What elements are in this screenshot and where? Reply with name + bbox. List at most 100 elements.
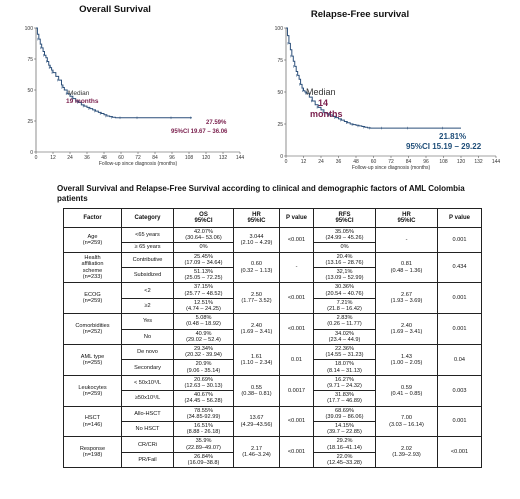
x-tick-label: 120 bbox=[457, 159, 466, 165]
rfs-cell: 20.4% (13.16 – 28.76) bbox=[313, 251, 376, 269]
os-p-cell: - bbox=[279, 251, 314, 284]
factor-cell: Comorbidities (n=252) bbox=[63, 313, 122, 346]
x-tick-label: 144 bbox=[236, 155, 245, 161]
table-row: Comorbidities (n=252) Yes 5.08% (0.48 – 18.9… bbox=[63, 313, 482, 346]
category-cell: No HSCT bbox=[121, 421, 174, 438]
rfs-cell: 2.83% (0.26 – 11.77) bbox=[313, 313, 376, 330]
x-tick-label: 24 bbox=[318, 159, 324, 165]
x-tick-label: 108 bbox=[185, 155, 194, 161]
os-cell: 37.15% (25.77 – 48.52) bbox=[173, 282, 234, 299]
header-cell: HR 95%IC bbox=[375, 208, 438, 228]
category-cell: Allo-HSCT bbox=[121, 405, 174, 423]
os-cell: 26.84% (16.09–38.8) bbox=[173, 451, 234, 469]
os-cell: 42.07% (30.64– 53.06) bbox=[173, 226, 234, 244]
category-cell: ≥ 65 years bbox=[121, 242, 174, 253]
table-row: No HSCT 16.51% (8.88 - 26.18) 14.15% (39.7 –… bbox=[64, 421, 482, 438]
os-p-cell: <0.001 bbox=[279, 282, 314, 315]
median-unit: months bbox=[310, 109, 343, 119]
x-tick-label: 0 bbox=[285, 159, 288, 165]
category-cell: Contributive bbox=[121, 251, 174, 269]
os-hr-cell: 0.55 (0.38– 0.81) bbox=[233, 374, 280, 407]
os-p-cell: 0.01 bbox=[279, 344, 314, 376]
rfs-hr-cell: 2.67 (1.93 – 3.69) bbox=[375, 282, 438, 315]
rfs-p-cell: 0.04 bbox=[437, 344, 482, 376]
os-hr-cell: 0.60 (0.32 – 1.13) bbox=[233, 251, 280, 284]
os-cell: 25.45% (17.09 – 34.64) bbox=[173, 251, 234, 269]
os-cell: 12.51% (4.74 – 24.25) bbox=[173, 297, 234, 315]
table-row: No 40.9% (29.02 – 52.4) 34.02% (23.4 – 44.9) bbox=[64, 328, 482, 346]
median-label: Median bbox=[68, 90, 90, 97]
x-tick-label: 132 bbox=[219, 155, 228, 161]
os-p-cell: <0.001 bbox=[279, 227, 314, 253]
x-tick-label: 24 bbox=[67, 155, 73, 161]
table-row: PR/Fail 26.84% (16.09–38.8) 22.0% (12.45–33.… bbox=[64, 451, 482, 469]
table-row: AML type (n=255) De novo 29.34% (20.32 - 39.… bbox=[63, 344, 482, 376]
rfs-chart-title: Relapse-Free survival bbox=[310, 9, 410, 20]
x-tick-label: 60 bbox=[371, 159, 377, 165]
category-cell: ≥50x10⁹/L bbox=[121, 390, 174, 407]
rfs-rate: 21.81% bbox=[439, 132, 466, 141]
rfs-cell: 30.36% (20.54 – 40.76) bbox=[313, 282, 376, 299]
table-row: ≥50x10⁹/L 40.67% (24.45 – 56.28) 31.83% (17.… bbox=[64, 390, 482, 407]
rfs-chart: 0 25 50 75 100 0 12 24 36 48 60 72 84 96 108 120 132 144 F… bbox=[275, 26, 501, 171]
os-hr-cell: 3.044 (2.10 – 4.29) bbox=[233, 227, 280, 253]
os-p-cell: 0.0017 bbox=[279, 374, 314, 407]
os-cell: 20.69% (12.63 – 30.13) bbox=[173, 374, 234, 392]
category-cell: No bbox=[121, 328, 174, 346]
x-axis-label: Follow-up since diagnosis (months) bbox=[99, 161, 178, 167]
x-tick-label: 120 bbox=[202, 155, 211, 161]
rfs-cell: 22.36% (14.55 – 31.23) bbox=[313, 344, 376, 361]
y-tick-label: 25 bbox=[27, 119, 33, 125]
header-cell: HR 95%IC bbox=[233, 208, 280, 228]
header-cell: P value bbox=[437, 208, 482, 228]
y-tick-label: 50 bbox=[277, 90, 283, 96]
rfs-hr-cell: 0.81 (0.48 – 1.36) bbox=[375, 251, 438, 284]
rfs-p-cell: <0.001 bbox=[437, 436, 482, 469]
rfs-p-cell: 0.003 bbox=[437, 374, 482, 407]
x-tick-label: 60 bbox=[118, 155, 124, 161]
x-tick-label: 0 bbox=[35, 155, 38, 161]
rfs-cell: 68.69% (39.09 – 86.06) bbox=[313, 405, 376, 423]
rfs-cell: 0% bbox=[313, 242, 376, 253]
factor-cell: HSCT (n=146) bbox=[63, 405, 122, 438]
x-tick-label: 12 bbox=[50, 155, 56, 161]
os-p-cell: <0.001 bbox=[279, 313, 314, 346]
rfs-cell: 14.15% (39.7 – 22.85) bbox=[313, 421, 376, 438]
table-row: ECOG (n=259) <2 37.15% (25.77 – 48.52) 2.50 (1… bbox=[63, 282, 482, 315]
category-cell: <2 bbox=[121, 282, 174, 299]
os-ci: 95%CI 19.67 – 36.06 bbox=[171, 129, 228, 135]
x-tick-label: 36 bbox=[336, 159, 342, 165]
rfs-hr-cell: 0.59 (0.41 – 0.85) bbox=[375, 374, 438, 407]
table-row: Subsidized 51.13% (25.05 – 72.25) 32,1% (13.… bbox=[64, 267, 482, 284]
x-tick-label: 48 bbox=[101, 155, 107, 161]
os-cell: 51.13% (25.05 – 72.25) bbox=[173, 267, 234, 284]
os-hr-cell: 2.17 (1.46–3.24) bbox=[233, 436, 280, 469]
os-cell: 78.55% (34.85-92.99) bbox=[173, 405, 234, 423]
x-tick-label: 72 bbox=[135, 155, 141, 161]
rfs-hr-cell: 2.40 (1.69 – 3.41) bbox=[375, 313, 438, 346]
y-tick-label: 0 bbox=[280, 154, 283, 160]
y-tick-label: 25 bbox=[277, 122, 283, 128]
y-tick-label: 0 bbox=[30, 150, 33, 156]
x-tick-label: 72 bbox=[388, 159, 394, 165]
rfs-p-cell: 0.434 bbox=[437, 251, 482, 284]
rfs-p-cell: 0.001 bbox=[437, 405, 482, 438]
category-cell: Yes bbox=[121, 313, 174, 330]
os-cell: 29.34% (20.32 - 39.94) bbox=[173, 344, 234, 361]
rfs-hr-cell: 7.00 (3.03 – 16.14) bbox=[375, 405, 438, 438]
rfs-cell: 32,1% (13.09 – 52.99) bbox=[313, 267, 376, 284]
rfs-cell: 34.02% (23.4 – 44.9) bbox=[313, 328, 376, 346]
category-cell: CR/CRi bbox=[121, 436, 174, 453]
os-cell: 0% bbox=[173, 242, 234, 253]
os-cell: 40.67% (24.45 – 56.28) bbox=[173, 390, 234, 407]
category-cell: Secondary bbox=[121, 359, 174, 376]
os-chart: 0 25 50 75 100 0 12 24 36 48 60 72 84 96 108 120 132 144 F… bbox=[25, 26, 245, 167]
x-tick-label: 144 bbox=[492, 159, 501, 165]
factor-cell: Health affiliation scheme (n=233) bbox=[63, 251, 122, 284]
rfs-hr-cell: - bbox=[375, 227, 438, 253]
factor-cell: Leukocytes (n=259) bbox=[63, 374, 122, 407]
x-tick-label: 96 bbox=[423, 159, 429, 165]
rfs-cell: 18.07% (8.14 – 31.13) bbox=[313, 359, 376, 376]
table-row: Leukocytes (n=259) < 50x10⁹/L 20.69% (12.63 … bbox=[63, 374, 482, 407]
os-cell: 5.08% (0.48 – 18.92) bbox=[173, 313, 234, 330]
